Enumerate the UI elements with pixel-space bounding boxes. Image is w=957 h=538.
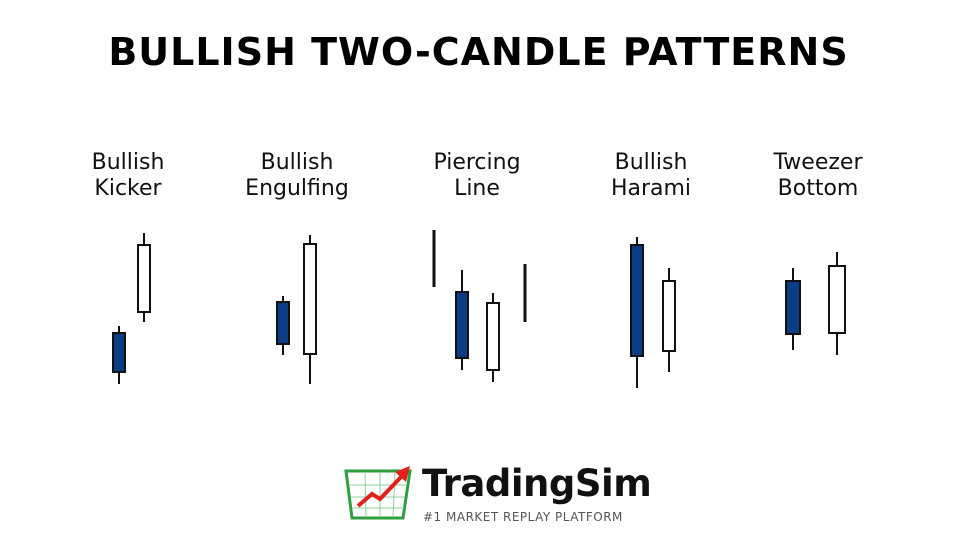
label-line1: Tweezer bbox=[773, 150, 863, 175]
engulfing-bearish-candle bbox=[276, 296, 290, 355]
label-line2: Line bbox=[454, 176, 500, 201]
label-bullish-harami: Bullish Harami bbox=[571, 150, 731, 202]
label-piercing-line: Piercing Line bbox=[397, 150, 557, 202]
label-line1: Bullish bbox=[91, 150, 165, 175]
label-line1: Bullish bbox=[614, 150, 688, 175]
label-tweezer-bottom: Tweezer Bottom bbox=[738, 150, 898, 202]
harami-bearish-candle bbox=[630, 237, 644, 388]
piercing-bullish-candle bbox=[486, 293, 500, 382]
harami-bullish-candle bbox=[662, 268, 676, 372]
piercing-bearish-candle bbox=[455, 270, 469, 370]
label-bullish-kicker: Bullish Kicker bbox=[48, 150, 208, 202]
logo-tagline: #1 MARKET REPLAY PLATFORM bbox=[423, 510, 623, 524]
tradingsim-logo-icon bbox=[344, 466, 412, 520]
kicker-bullish-candle bbox=[137, 233, 151, 322]
kicker-bearish-candle bbox=[112, 326, 126, 384]
label-line2: Bottom bbox=[777, 176, 859, 201]
label-line1: Bullish bbox=[260, 150, 334, 175]
label-bullish-engulfing: Bullish Engulfing bbox=[217, 150, 377, 202]
logo-name: TradingSim bbox=[422, 462, 652, 505]
page-title: BULLISH TWO-CANDLE PATTERNS bbox=[108, 30, 849, 74]
tweezer-bullish-candle bbox=[828, 252, 846, 355]
label-line2: Kicker bbox=[94, 176, 162, 201]
engulfing-bullish-candle bbox=[303, 235, 317, 384]
label-line2: Harami bbox=[610, 176, 692, 201]
tweezer-bearish-candle bbox=[785, 268, 801, 350]
label-line2: Engulfing bbox=[245, 176, 349, 201]
label-line1: Piercing bbox=[433, 150, 521, 175]
